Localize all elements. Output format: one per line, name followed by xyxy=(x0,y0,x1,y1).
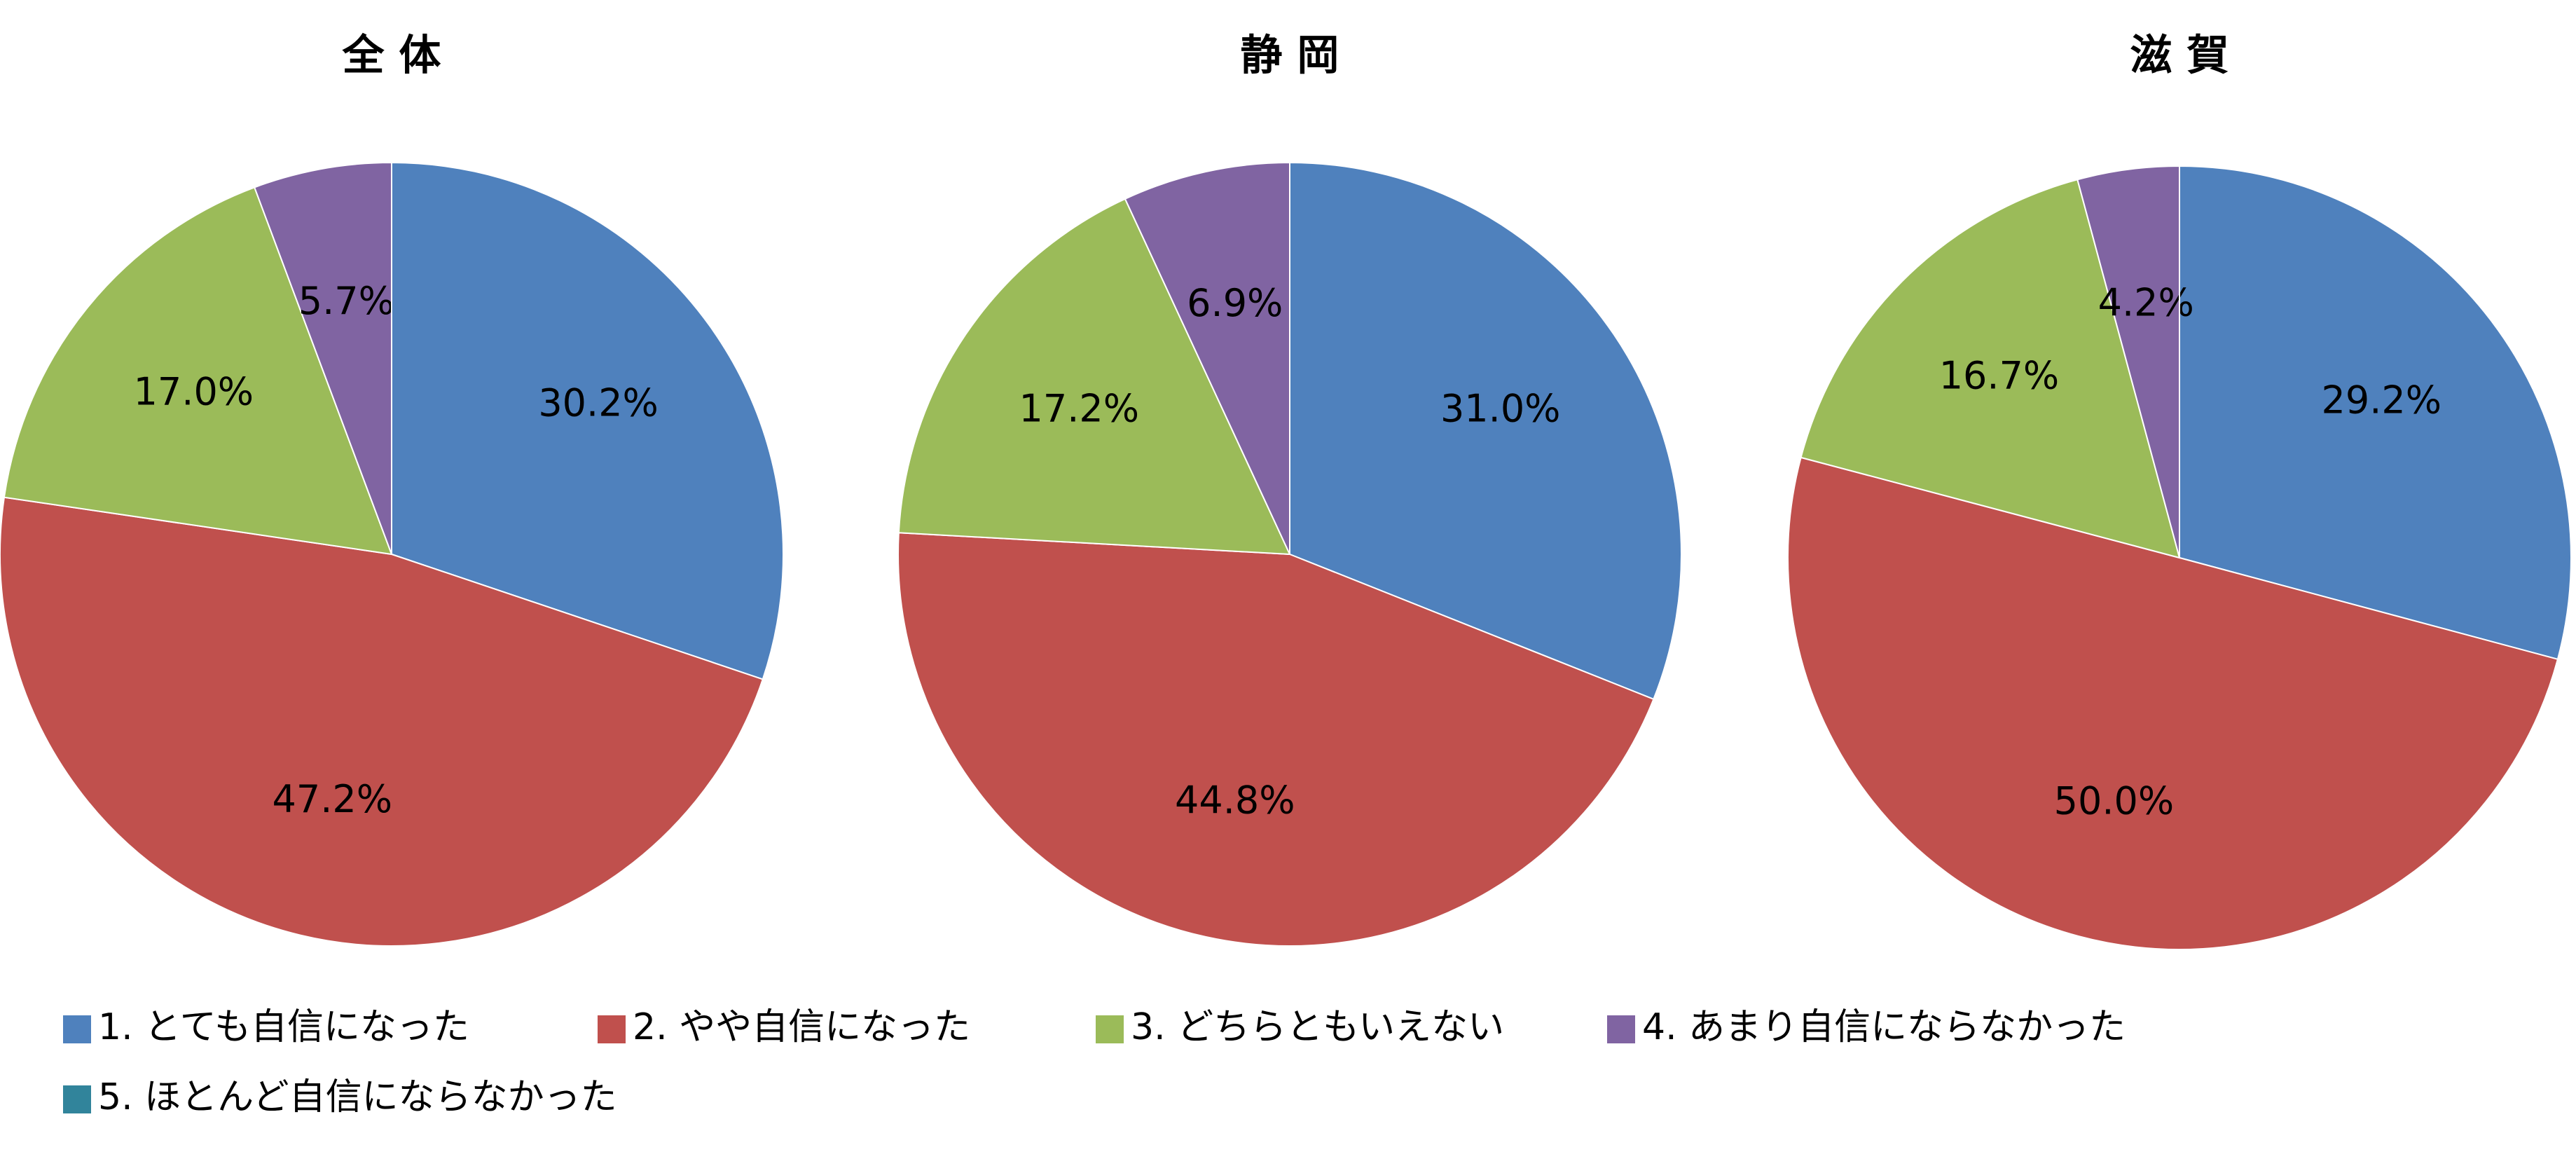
pie-slice xyxy=(391,161,784,680)
legend-label: 3. どちらともいえない xyxy=(1131,1006,1504,1048)
legend-label: 2. やや自信になった xyxy=(633,1006,970,1048)
pie-slice xyxy=(1289,161,1682,701)
data-label: 31.0% xyxy=(1440,387,1561,431)
legend-swatch xyxy=(598,1015,626,1043)
chart-title: 全 体 xyxy=(342,32,441,81)
legend-swatch xyxy=(63,1015,91,1043)
legend-label: 5. ほとんど自信にならなかった xyxy=(98,1076,617,1118)
pie-slice xyxy=(1787,456,2559,950)
legend-swatch xyxy=(1607,1015,1635,1043)
data-label: 44.8% xyxy=(1175,778,1295,822)
data-label: 17.0% xyxy=(134,369,254,413)
pie-slice xyxy=(3,186,393,556)
data-label: 4.2% xyxy=(2098,280,2194,324)
pie-slice xyxy=(253,161,392,555)
pie-slice xyxy=(1800,179,2181,559)
legend-swatch xyxy=(1096,1015,1124,1043)
data-label: 16.7% xyxy=(1939,353,2060,397)
pie-slice xyxy=(0,496,764,947)
legend-label: 4. あまり自信にならなかった xyxy=(1642,1006,2126,1048)
data-label: 17.2% xyxy=(1019,387,1140,431)
data-label: 29.2% xyxy=(2322,378,2442,422)
legend-swatch xyxy=(63,1085,91,1113)
chart-title: 滋 賀 xyxy=(2130,32,2229,81)
data-label: 47.2% xyxy=(272,777,392,821)
chart-title: 静 岡 xyxy=(1241,32,1339,81)
pie-slice xyxy=(2179,165,2572,661)
pie-slice xyxy=(897,198,1291,556)
data-label: 5.7% xyxy=(298,279,394,323)
data-label: 6.9% xyxy=(1187,281,1283,325)
pie-slice xyxy=(897,532,1655,947)
legend-label: 1. とても自信になった xyxy=(98,1006,469,1048)
pie-slice xyxy=(1124,161,1290,555)
data-label: 50.0% xyxy=(2054,779,2175,823)
data-label: 30.2% xyxy=(538,381,659,425)
